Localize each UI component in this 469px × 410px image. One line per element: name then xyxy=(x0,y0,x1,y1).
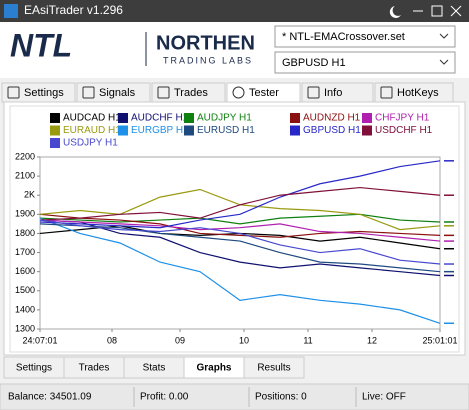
dropdown[interactable] xyxy=(274,51,456,74)
y-tick-label: 1400 xyxy=(15,304,35,314)
dropdown-text: * NTL-EMACrossover.set xyxy=(282,31,405,43)
tab-icon xyxy=(157,86,170,99)
x-tick-label: 25:01:01 xyxy=(422,335,457,345)
legend-swatch xyxy=(362,113,372,123)
theme-button[interactable] xyxy=(389,6,401,18)
series-line xyxy=(39,219,441,265)
sub-tab-label: Graphs xyxy=(196,363,231,374)
legend-label: EURGBP H1 xyxy=(131,125,189,136)
legend-label: EURAUD H1 xyxy=(63,125,121,136)
series-line xyxy=(39,223,441,273)
y-tick-label: 1300 xyxy=(15,323,35,333)
y-tick-label: 2200 xyxy=(15,151,35,161)
x-tick-label: 24:07:01 xyxy=(22,335,57,345)
x-tick-label: 09 xyxy=(175,335,185,345)
dropdown-text: GBPUSD H1 xyxy=(282,57,346,69)
series-line xyxy=(39,217,441,324)
legend-swatch xyxy=(118,113,128,123)
tab-label: Trades xyxy=(174,87,208,99)
x-tick-label: 08 xyxy=(107,335,117,345)
legend-label: AUDCHF H1 xyxy=(131,113,189,124)
sub-tab-label: Settings xyxy=(16,363,52,374)
legend-swatch xyxy=(50,125,60,136)
tab-icon xyxy=(7,86,20,99)
status-item: Live: OFF xyxy=(362,392,406,403)
sub-tab-label: Stats xyxy=(143,363,166,374)
x-tick-label: 12 xyxy=(367,335,377,345)
dropdown[interactable] xyxy=(274,25,456,48)
sub-tab[interactable] xyxy=(243,356,305,379)
legend-label: EURUSD H1 xyxy=(197,125,255,136)
tab-label: Info xyxy=(324,87,342,99)
status-item: Profit: 0.00 xyxy=(140,392,189,403)
series-line xyxy=(39,213,441,238)
maximize-button[interactable] xyxy=(431,5,443,17)
logo-name: NORTHEN xyxy=(156,32,255,54)
status-item: Balance: 34501.09 xyxy=(8,392,92,403)
y-tick-label: 1500 xyxy=(15,285,35,295)
tab-icon xyxy=(380,86,393,99)
tab-label: Tester xyxy=(249,87,279,99)
y-tick-label: 1600 xyxy=(15,266,35,276)
legend-label: AUDNZD H1 xyxy=(303,113,361,124)
status-bar xyxy=(0,383,469,410)
tab-icon xyxy=(82,86,95,99)
tab-label: Settings xyxy=(24,87,64,99)
window-title: EAsiTrader v1.296 xyxy=(24,3,123,17)
sub-tab-label: Results xyxy=(257,363,290,374)
dropdown-arrow xyxy=(439,33,449,39)
series-line xyxy=(39,219,441,242)
legend-swatch xyxy=(118,125,128,136)
x-tick-label: 10 xyxy=(239,335,249,345)
y-tick-label: 1700 xyxy=(15,247,35,257)
plot-frame xyxy=(39,156,441,330)
tab-icon xyxy=(232,86,245,99)
legend-swatch xyxy=(290,125,300,136)
close-button[interactable] xyxy=(450,5,462,17)
tab-label: Signals xyxy=(99,87,136,99)
dropdown-arrow xyxy=(439,59,449,65)
series-line xyxy=(39,160,441,229)
y-tick-label: 2100 xyxy=(15,170,35,180)
logo-tagline: TRADING LABS xyxy=(163,55,253,65)
y-tick-label: 1800 xyxy=(15,228,35,238)
y-tick-label: 1900 xyxy=(15,209,35,219)
y-tick-label: 2K xyxy=(24,190,35,200)
legend-swatch xyxy=(50,138,60,148)
series-line xyxy=(39,186,441,221)
status-item: Positions: 0 xyxy=(255,392,307,403)
legend-label: AUDJPY H1 xyxy=(197,113,252,124)
legend-swatch xyxy=(362,125,372,136)
series-line xyxy=(39,213,441,225)
legend-label: AUDCAD H1 xyxy=(63,113,121,124)
app-icon xyxy=(4,4,18,18)
legend-label: USDCHF H1 xyxy=(375,125,433,136)
title-bar xyxy=(0,0,469,22)
logo-brand: NTL xyxy=(10,27,72,63)
legend-swatch xyxy=(184,125,194,136)
tab-icon xyxy=(307,86,320,99)
legend-swatch xyxy=(184,113,194,123)
sub-tab-label: Trades xyxy=(79,363,110,374)
legend-swatch xyxy=(50,113,60,123)
series-line xyxy=(39,219,441,277)
legend-swatch xyxy=(290,113,300,123)
legend-label: CHFJPY H1 xyxy=(375,113,430,124)
tab-label: HotKeys xyxy=(397,87,439,99)
x-tick-label: 11 xyxy=(303,335,312,345)
legend-label: USDJPY H1 xyxy=(63,138,118,149)
legend-label: GBPUSD H1 xyxy=(303,125,361,136)
